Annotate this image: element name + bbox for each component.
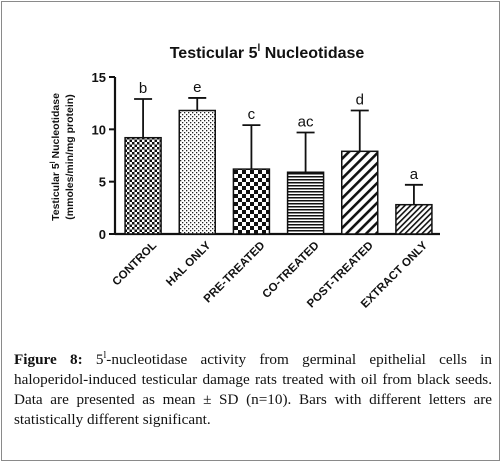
x-tick-label: CO-TREATED	[261, 240, 322, 301]
chart-title-end: Nucleotidase	[260, 45, 364, 62]
error-bars	[134, 97, 423, 205]
x-tick-labels: CONTROL HAL ONLYPRE-TREATEDCO-TREATEDPOST…	[111, 239, 431, 310]
significance-letter: d	[356, 91, 364, 108]
y-tick-label: 15	[92, 70, 106, 85]
y-axis-label-sup: l	[50, 161, 57, 163]
significance-letter: c	[248, 106, 256, 123]
bar-pre-treated	[232, 168, 271, 235]
chart-title-main: Testicular 5	[170, 45, 258, 62]
y-tick-label: 0	[99, 227, 106, 242]
axes	[113, 77, 440, 236]
significance-letters: b e c ac d a	[139, 79, 419, 183]
y-axis-label-main: Testicular 5	[50, 163, 62, 221]
bar-post-treated	[341, 150, 379, 235]
figure-caption: Figure 8: 5l-nucleotidase activity from …	[14, 349, 492, 428]
y-tick-label: 10	[92, 122, 106, 137]
bar-hal-only	[178, 109, 216, 235]
y-tick-label: 5	[99, 175, 106, 190]
bar-control	[124, 136, 162, 235]
x-tick-label: CONTROL	[111, 240, 160, 289]
chart-title: Testicular 5l Nucleotidase	[170, 43, 365, 62]
x-tick-label: HAL ONLY	[164, 239, 213, 288]
bar-co-treated	[286, 171, 325, 235]
caption-label: Figure 8:	[14, 351, 83, 368]
bars	[124, 109, 433, 235]
y-ticks: 0 5 10 15	[92, 70, 115, 242]
caption-text: -nucleotidase activity from germinal epi…	[14, 351, 492, 428]
y-axis-label-line2: (mmoles/min/mg protein)	[64, 94, 76, 219]
significance-letter: a	[410, 166, 419, 183]
significance-letter: b	[139, 80, 147, 97]
bar-extract-only	[395, 203, 433, 235]
y-axis-label-line1: Testicular 5l Nucleotidase	[50, 93, 62, 221]
y-axis-label-end: Nucleotidase	[50, 93, 62, 161]
y-axis-label: Testicular 5l Nucleotidase (mmoles/min/m…	[50, 93, 76, 221]
caption-sup: l	[103, 349, 107, 361]
bar-chart: Testicular 5l Nucleotidase Testicular 5l…	[50, 43, 440, 311]
chart-title-sup: l	[257, 43, 260, 54]
significance-letter: ac	[298, 113, 314, 130]
significance-letter: e	[193, 79, 201, 96]
